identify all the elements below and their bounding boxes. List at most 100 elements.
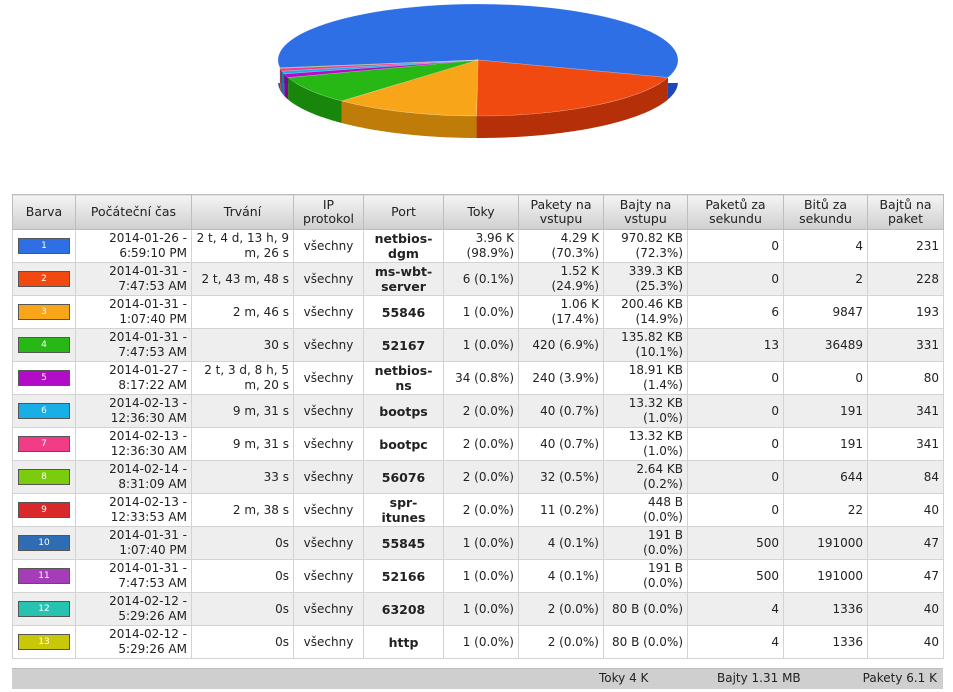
col-header-packets-per-second[interactable]: Paketů za sekundu xyxy=(687,194,784,230)
col-header-packets-in[interactable]: Pakety na vstupu xyxy=(518,194,604,230)
row-bytes-in: 191 B (0.0%) xyxy=(603,526,688,560)
row-duration: 30 s xyxy=(191,328,294,362)
row-packets-per-second: 0 xyxy=(687,361,784,395)
row-packets-in: 40 (0.7%) xyxy=(518,427,604,461)
row-bytes-per-packet: 331 xyxy=(867,328,944,362)
row-port: http xyxy=(363,625,444,659)
row-bytes-in: 80 B (0.0%) xyxy=(603,625,688,659)
color-swatch: 5 xyxy=(18,370,70,386)
row-start-time: 2014-02-12 - 5:29:26 AM xyxy=(75,625,192,659)
row-protocol: všechny xyxy=(293,625,364,659)
row-color-cell: 1 xyxy=(12,229,76,263)
totals-footer: Toky 4 K Bajty 1.31 MB Pakety 6.1 K xyxy=(12,668,943,689)
table-row[interactable]: 10 2014-01-31 - 1:07:40 PM 0s všechny 55845 1… xyxy=(12,526,944,560)
row-duration: 33 s xyxy=(191,460,294,494)
row-packets-in: 2 (0.0%) xyxy=(518,592,604,626)
row-protocol: všechny xyxy=(293,493,364,527)
col-header-port[interactable]: Port xyxy=(363,194,444,230)
col-header-bytes-in[interactable]: Bajty na vstupu xyxy=(603,194,688,230)
row-flows: 6 (0.1%) xyxy=(443,262,519,296)
table-row[interactable]: 5 2014-01-27 - 8:17:22 AM 2 t, 3 d, 8 h, 5… xyxy=(12,361,944,395)
row-packets-per-second: 6 xyxy=(687,295,784,329)
pie-slice-1 xyxy=(277,3,679,78)
row-packets-per-second: 0 xyxy=(687,394,784,428)
row-bytes-per-packet: 40 xyxy=(867,625,944,659)
col-header-color[interactable]: Barva xyxy=(12,194,76,230)
row-port: netbios-ns xyxy=(363,361,444,395)
row-flows: 1 (0.0%) xyxy=(443,559,519,593)
table-row[interactable]: 1 2014-01-26 - 6:59:10 PM 2 t, 4 d, 13 h, … xyxy=(12,229,944,263)
col-header-duration[interactable]: Trvání xyxy=(191,194,294,230)
table-row[interactable]: 3 2014-01-31 - 1:07:40 PM 2 m, 46 s všechny… xyxy=(12,295,944,329)
row-port: 52167 xyxy=(363,328,444,362)
col-header-ip-protocol[interactable]: IP protokol xyxy=(293,194,364,230)
row-color-cell: 3 xyxy=(12,295,76,329)
row-duration: 2 t, 4 d, 13 h, 9 m, 26 s xyxy=(191,229,294,263)
row-protocol: všechny xyxy=(293,526,364,560)
table-row[interactable]: 4 2014-01-31 - 7:47:53 AM 30 s všechny 52167… xyxy=(12,328,944,362)
row-packets-per-second: 13 xyxy=(687,328,784,362)
row-protocol: všechny xyxy=(293,295,364,329)
row-start-time: 2014-01-31 - 7:47:53 AM xyxy=(75,262,192,296)
col-header-bytes-per-packet[interactable]: Bajtů na paket xyxy=(867,194,944,230)
color-swatch: 7 xyxy=(18,436,70,452)
col-header-start-time[interactable]: Počáteční čas xyxy=(75,194,192,230)
row-start-time: 2014-01-27 - 8:17:22 AM xyxy=(75,361,192,395)
row-bytes-in: 13.32 KB (1.0%) xyxy=(603,427,688,461)
pie-slice-side xyxy=(281,71,285,96)
row-packets-in: 11 (0.2%) xyxy=(518,493,604,527)
col-header-flows[interactable]: Toky xyxy=(443,194,519,230)
pie-slice-8 xyxy=(279,59,479,69)
table-row[interactable]: 12 2014-02-12 - 5:29:26 AM 0s všechny 63208 1… xyxy=(12,592,944,626)
row-bytes-in: 18.91 KB (1.4%) xyxy=(603,361,688,395)
total-flows: Toky 4 K xyxy=(599,671,649,685)
row-bytes-in: 80 B (0.0%) xyxy=(603,592,688,626)
row-flows: 34 (0.8%) xyxy=(443,361,519,395)
row-bytes-per-packet: 47 xyxy=(867,559,944,593)
row-packets-in: 420 (6.9%) xyxy=(518,328,604,362)
row-protocol: všechny xyxy=(293,427,364,461)
row-bits-per-second: 36489 xyxy=(783,328,868,362)
row-flows: 1 (0.0%) xyxy=(443,328,519,362)
row-color-cell: 5 xyxy=(12,361,76,395)
table-row[interactable]: 13 2014-02-12 - 5:29:26 AM 0s všechny http 1 … xyxy=(12,625,944,659)
color-swatch: 1 xyxy=(18,238,70,254)
row-port: bootpc xyxy=(363,427,444,461)
pie-slice-7 xyxy=(279,59,479,72)
pie-slice-side xyxy=(476,77,668,138)
row-duration: 0s xyxy=(191,625,294,659)
table-row[interactable]: 7 2014-02-13 - 12:36:30 AM 9 m, 31 s všechn… xyxy=(12,427,944,461)
col-header-bits-per-second[interactable]: Bitů za sekundu xyxy=(783,194,868,230)
table-header-row: Barva Počáteční čas Trvání IP protokol P… xyxy=(12,194,944,230)
row-bytes-in: 200.46 KB (14.9%) xyxy=(603,295,688,329)
row-start-time: 2014-01-31 - 7:47:53 AM xyxy=(75,559,192,593)
row-start-time: 2014-02-14 - 8:31:09 AM xyxy=(75,460,192,494)
row-packets-in: 1.52 K (24.9%) xyxy=(518,262,604,296)
row-flows: 2 (0.0%) xyxy=(443,427,519,461)
row-color-cell: 2 xyxy=(12,262,76,296)
table-row[interactable]: 9 2014-02-13 - 12:33:53 AM 2 m, 38 s všechn… xyxy=(12,493,944,527)
pie-slice-2 xyxy=(476,59,669,117)
pie-slice-side xyxy=(280,68,282,94)
pie-slice-5 xyxy=(283,59,479,78)
table-row[interactable]: 11 2014-01-31 - 7:47:53 AM 0s všechny 52166 1… xyxy=(12,559,944,593)
row-flows: 1 (0.0%) xyxy=(443,295,519,329)
row-bits-per-second: 1336 xyxy=(783,592,868,626)
table-row[interactable]: 8 2014-02-14 - 8:31:09 AM 33 s všechny 56076… xyxy=(12,460,944,494)
pie-slice-side xyxy=(341,101,477,138)
row-flows: 1 (0.0%) xyxy=(443,625,519,659)
row-bits-per-second: 2 xyxy=(783,262,868,296)
row-packets-in: 4 (0.1%) xyxy=(518,559,604,593)
row-packets-per-second: 0 xyxy=(687,493,784,527)
row-packets-in: 240 (3.9%) xyxy=(518,361,604,395)
row-bits-per-second: 191000 xyxy=(783,559,868,593)
row-flows: 2 (0.0%) xyxy=(443,394,519,428)
row-bits-per-second: 191000 xyxy=(783,526,868,560)
row-port: 52166 xyxy=(363,559,444,593)
row-packets-in: 4 (0.1%) xyxy=(518,526,604,560)
row-duration: 9 m, 31 s xyxy=(191,427,294,461)
row-bits-per-second: 644 xyxy=(783,460,868,494)
table-row[interactable]: 6 2014-02-13 - 12:36:30 AM 9 m, 31 s všechn… xyxy=(12,394,944,428)
row-bytes-per-packet: 84 xyxy=(867,460,944,494)
